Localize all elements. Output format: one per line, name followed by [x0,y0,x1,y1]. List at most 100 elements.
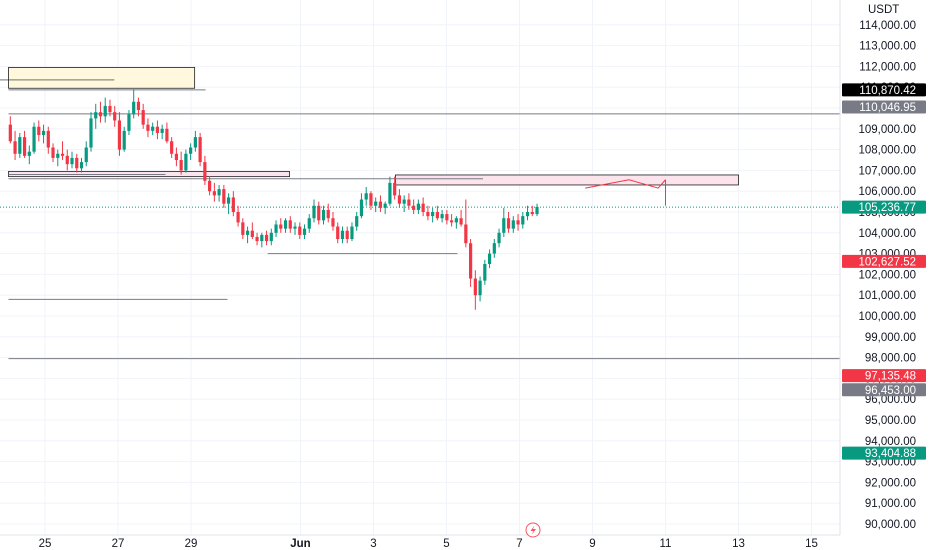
price-tick-label: 96,000.00 [865,394,916,406]
candle-body [184,153,188,171]
candle-body [151,126,155,131]
price-tick-label: 99,000.00 [865,332,916,344]
candle-body [302,228,307,235]
candle-body [98,112,103,117]
time-tick-label: 27 [112,538,125,550]
time-axis[interactable]: 25 27 29 Jun 3 5 7 9 11 13 15 [39,538,818,550]
candle-body [212,191,216,196]
candle-body [369,193,373,206]
zone-rectangle [8,171,290,178]
candle-body [217,189,221,196]
price-badge-label: 93,404.88 [865,448,916,460]
price-badge-label: 97,135.48 [865,371,916,383]
candle-body [426,212,430,217]
candle-body [487,253,492,264]
candle-body [440,214,444,219]
candle-body [203,162,207,181]
price-badge-label: 96,453.00 [865,385,916,397]
candle-body [27,151,31,156]
candle-body [179,160,183,171]
price-tick-label: 113,000.00 [859,41,916,53]
price-tick-label: 104,000.00 [858,228,916,240]
candle-body [535,207,539,215]
candle-body [388,182,392,204]
candle-body [336,226,340,240]
candle-body [393,182,397,196]
candle-body [407,199,411,206]
candle-body [412,205,416,210]
candle-body [473,278,477,296]
candle-body [350,226,354,240]
flash-icon[interactable] [525,522,541,538]
price-badge-label: 105,236.77 [858,202,916,214]
candle-body [416,203,420,210]
candle-body [250,230,254,237]
candle-body [345,230,349,240]
candle-body [208,180,212,192]
candle-body [525,212,530,217]
candle-body [383,203,387,208]
candle-body [340,230,345,240]
price-tick-label: 108,000.00 [858,145,916,157]
time-tick-label: 3 [370,538,376,550]
candle-body [255,236,259,242]
price-badges: 110,870.42 110,046.95 105,236.77 102,627.52… [842,83,926,460]
candle-body [450,220,454,223]
candle-body [75,157,79,169]
candle-body [89,118,93,148]
candle-body [355,216,359,227]
price-tick-label: 91,000.00 [865,498,916,510]
candle-body [497,232,501,244]
candle-body [283,220,288,229]
time-tick-label: 25 [39,538,52,550]
price-badge-label: 102,627.52 [858,256,916,268]
candle-body [226,197,231,204]
zone-rectangle [394,174,739,186]
candle-body [113,112,117,121]
price-badge-label: 110,046.95 [859,102,916,114]
time-tick-label: 5 [443,538,449,550]
candle-body [321,209,326,221]
price-tick-label: 95,000.00 [865,415,916,427]
candle-body [132,101,136,115]
candle-body [103,105,107,117]
zone-rectangle [8,67,196,89]
candle-body [46,130,50,148]
candlestick-series [8,89,539,310]
price-badge [842,254,926,268]
candle-body [260,234,264,242]
candle-body [511,220,515,229]
candle-body [435,212,439,219]
candle-body [84,147,88,163]
price-tick-label: 92,000.00 [865,477,916,489]
candle-body [127,114,131,131]
candle-body [454,218,458,223]
candle-body [37,126,41,136]
price-badge [842,369,926,383]
candle-body [402,199,406,204]
candle-body [516,220,520,225]
time-tick-label: 7 [516,538,522,550]
candle-body [464,224,468,244]
candle-body [307,218,311,229]
projection-path [585,179,666,206]
candle-body [317,205,321,221]
candle-body [521,216,525,225]
price-badge [842,200,926,214]
candle-body [56,153,60,158]
candle-body [364,193,368,200]
price-badge-label: 110,870.42 [859,85,916,97]
candle-body [70,157,74,165]
candle-body [94,112,98,119]
candle-body [492,243,496,254]
candle-body [22,137,27,156]
candle-body [136,101,141,111]
price-badge [842,383,926,397]
candle-body [274,224,278,233]
candle-body [312,205,316,219]
currency-label: USDT [868,4,899,16]
candle-body [231,197,235,212]
candle-body [13,141,17,154]
time-tick-label: 15 [805,538,818,550]
